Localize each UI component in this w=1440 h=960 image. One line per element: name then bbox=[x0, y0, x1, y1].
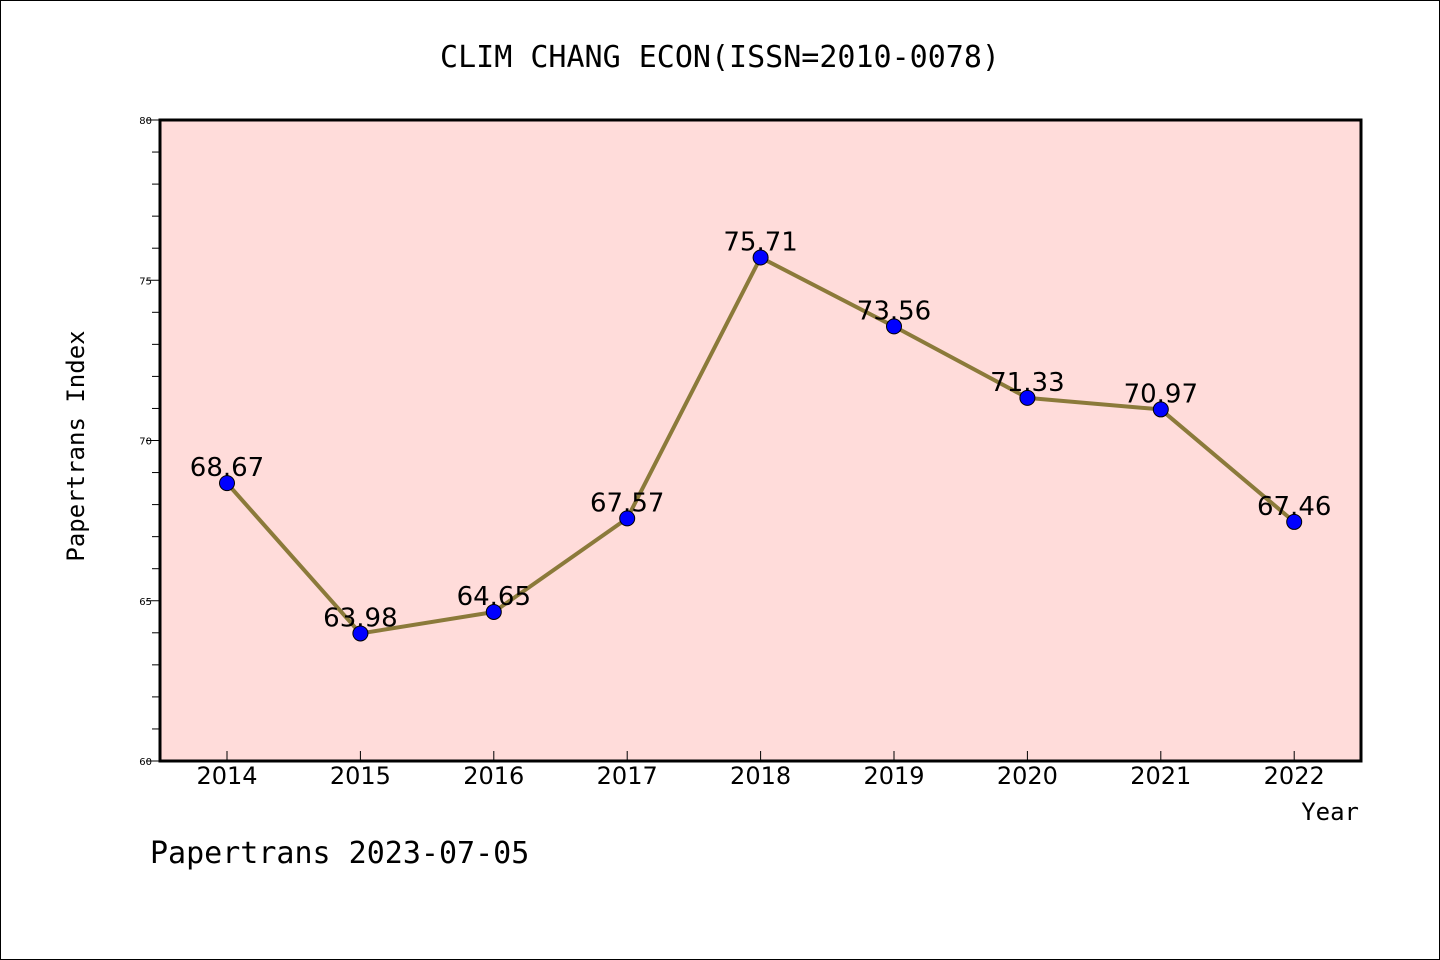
chart-title: CLIM CHANG ECON(ISSN=2010-0078) bbox=[440, 40, 1000, 75]
data-label: 75.71 bbox=[723, 227, 797, 257]
data-point bbox=[752, 249, 769, 266]
x-tick-label: 2015 bbox=[330, 762, 391, 790]
y-tick-label: 75 bbox=[139, 276, 152, 287]
data-point bbox=[1152, 401, 1169, 418]
x-axis: 2014 2015 2016 2017 2018 2019 2020 2021 2022 bbox=[196, 751, 1325, 790]
data-label: 64.65 bbox=[457, 582, 531, 612]
data-label: 68.67 bbox=[190, 453, 264, 483]
data-label: 71.33 bbox=[990, 368, 1064, 398]
data-point bbox=[485, 603, 502, 620]
x-tick-label: 2022 bbox=[1264, 762, 1325, 790]
x-axis-label: Year bbox=[1301, 798, 1359, 826]
footer-text: Papertrans 2023-07-05 bbox=[150, 836, 529, 871]
y-axis: 60 65 70 75 80 bbox=[139, 116, 160, 768]
y-axis-label: Papertrans Index bbox=[62, 330, 90, 561]
data-point bbox=[1019, 389, 1036, 406]
data-point bbox=[219, 475, 235, 492]
x-tick-label: 2019 bbox=[863, 762, 924, 790]
data-points bbox=[219, 249, 1303, 642]
x-tick-label: 2014 bbox=[196, 762, 257, 790]
data-label: 73.56 bbox=[857, 296, 931, 326]
data-point bbox=[1286, 513, 1303, 530]
data-label: 63.98 bbox=[323, 603, 397, 633]
data-point bbox=[352, 625, 369, 642]
data-point bbox=[619, 510, 636, 527]
data-label: 67.46 bbox=[1257, 492, 1331, 522]
y-tick-label: 70 bbox=[139, 437, 152, 448]
data-point bbox=[886, 318, 902, 335]
x-tick-label: 2020 bbox=[997, 762, 1058, 790]
x-tick-label: 2018 bbox=[730, 762, 791, 790]
data-label: 70.97 bbox=[1124, 379, 1198, 409]
data-labels: 68.67 63.98 64.65 67.57 75.71 73.56 71.33 70.97… bbox=[190, 227, 1332, 633]
y-tick-label: 60 bbox=[139, 757, 152, 768]
data-label: 67.57 bbox=[590, 488, 664, 518]
x-tick-label: 2017 bbox=[597, 762, 658, 790]
y-tick-label: 65 bbox=[139, 597, 152, 608]
x-tick-label: 2021 bbox=[1130, 762, 1191, 790]
plot-area bbox=[158, 118, 1363, 763]
y-tick-label: 80 bbox=[139, 116, 152, 127]
x-tick-label: 2016 bbox=[463, 762, 524, 790]
